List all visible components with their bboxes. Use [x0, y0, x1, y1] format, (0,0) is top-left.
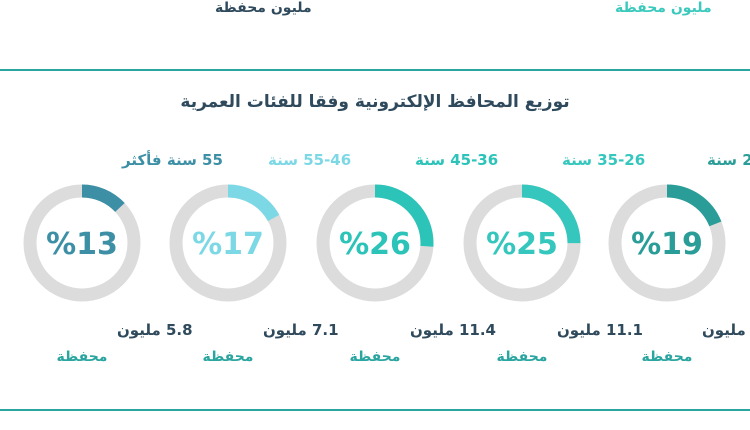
donut-arc-3 — [316, 184, 434, 302]
age-label-3: 45-36 سنة — [415, 151, 498, 169]
divider-bottom — [0, 409, 750, 411]
top-right-caption: مليون محفظة — [615, 0, 712, 16]
percent-label-5: %13 — [46, 227, 118, 262]
age-label-4: 55-46 سنة — [268, 151, 351, 169]
donut-arc-4 — [169, 184, 287, 302]
wallets-label-4: 7.1 مليون — [263, 321, 339, 339]
unit-label-1: محفظة — [642, 349, 693, 365]
donut-group-3: 45-36 سنة %26 11.4 مليون محفظة — [316, 151, 498, 365]
age-distribution-donut-chart: 25-16 سنة %19 8.3 مليون محفظة 35-26 سنة %25 11… — [23, 150, 750, 365]
donut-arc-2 — [463, 184, 581, 302]
percent-label-2: %25 — [486, 227, 558, 262]
chart-title: توزيع المحافظ الإلكترونية وفقا للفئات ال… — [180, 92, 570, 112]
donut-group-5: 55 سنة فأكثر %13 5.8 مليون محفظة — [23, 150, 223, 365]
donut-arc-1 — [608, 184, 726, 302]
wallets-label-5: 5.8 مليون — [117, 321, 193, 339]
donut-group-4: 55-46 سنة %17 7.1 مليون محفظة — [169, 151, 351, 365]
unit-label-2: محفظة — [497, 349, 548, 365]
unit-label-4: محفظة — [203, 349, 254, 365]
divider-top — [0, 69, 750, 71]
percent-label-3: %26 — [339, 227, 411, 262]
donut-group-1: 25-16 سنة %19 8.3 مليون محفظة — [608, 151, 750, 365]
wallets-label-1: 8.3 مليون — [702, 321, 750, 339]
age-label-5: 55 سنة فأكثر — [121, 150, 223, 169]
unit-label-3: محفظة — [350, 349, 401, 365]
age-label-2: 35-26 سنة — [562, 151, 645, 169]
donut-arc-5 — [23, 184, 141, 302]
percent-label-1: %19 — [631, 227, 703, 262]
donut-group-2: 35-26 سنة %25 11.1 مليون محفظة — [463, 151, 645, 365]
percent-label-4: %17 — [192, 227, 264, 262]
unit-label-5: محفظة — [57, 349, 108, 365]
top-left-caption: مليون محفظة — [215, 0, 312, 16]
wallets-label-2: 11.1 مليون — [557, 321, 643, 339]
age-label-1: 25-16 سنة — [707, 151, 750, 169]
wallets-label-3: 11.4 مليون — [410, 321, 496, 339]
